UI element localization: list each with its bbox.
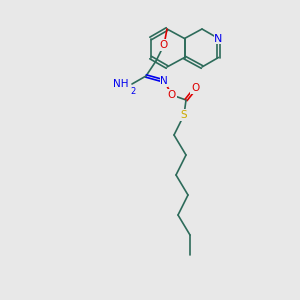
Text: N: N [160, 76, 168, 86]
Text: O: O [191, 83, 199, 93]
Text: N: N [214, 34, 223, 44]
Text: NH: NH [112, 79, 128, 89]
Text: S: S [181, 110, 187, 120]
Text: O: O [160, 40, 168, 50]
Text: O: O [168, 90, 176, 100]
Text: 2: 2 [130, 87, 135, 96]
